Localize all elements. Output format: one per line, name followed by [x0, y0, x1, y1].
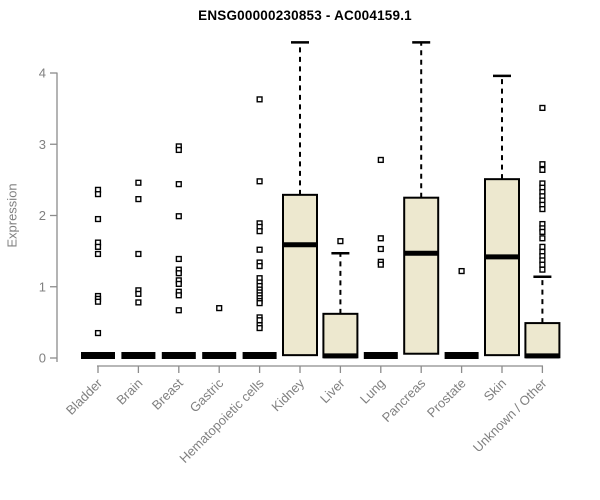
x-tick-label-liver: Liver	[317, 375, 348, 406]
outlier-point-prostate	[458, 267, 465, 275]
x-tick-label-lung: Lung	[357, 376, 388, 407]
outlier-point-brain	[135, 179, 142, 186]
box-skin	[484, 178, 520, 357]
collapsed-box-bladder	[81, 352, 115, 359]
outlier-point-unknown-other	[539, 228, 546, 235]
outlier-point-breast	[175, 181, 182, 188]
outlier-point-breast	[175, 292, 182, 299]
chart-title: ENSG00000230853 - AC004159.1	[198, 8, 412, 23]
outlier-point-bladder	[94, 329, 102, 337]
outlier-point-hematopoietic-cells	[256, 178, 263, 185]
y-tick-label: 4	[39, 66, 46, 81]
outlier-point-unknown-other	[539, 266, 546, 273]
outlier-point-unknown-other	[539, 243, 546, 250]
x-tick-label-skin: Skin	[481, 376, 509, 404]
outlier-point-brain	[135, 250, 142, 258]
collapsed-box-gastric	[202, 352, 237, 359]
outlier-point-breast	[175, 307, 182, 314]
outlier-point-bladder	[94, 215, 102, 223]
x-tick-label-kidney: Kidney	[268, 375, 307, 414]
collapsed-box-brain	[121, 352, 156, 359]
outlier-point-hematopoietic-cells	[256, 228, 263, 235]
collapsed-box-breast	[161, 352, 196, 359]
outlier-point-hematopoietic-cells	[256, 317, 263, 324]
collapsed-box-hematopoietic-cells	[242, 352, 277, 359]
outlier-point-unknown-other	[539, 104, 546, 112]
outlier-point-bladder	[94, 250, 102, 258]
outlier-point-bladder	[94, 191, 102, 198]
outlier-point-hematopoietic-cells	[256, 324, 263, 332]
outlier-point-breast	[175, 146, 182, 154]
x-tick-label-breast: Breast	[149, 375, 186, 412]
outlier-point-lung	[377, 245, 384, 253]
x-tick-label-unknown-other: Unknown / Other	[470, 375, 550, 455]
outlier-point-lung	[377, 156, 384, 164]
outlier-point-hematopoietic-cells	[256, 300, 263, 307]
outlier-point-bladder	[94, 298, 102, 305]
outlier-point-brain	[135, 299, 142, 306]
outlier-point-breast	[175, 255, 182, 263]
y-tick-label: 2	[39, 208, 46, 223]
outlier-point-breast	[175, 280, 182, 288]
x-tick-label-brain: Brain	[113, 376, 145, 408]
outlier-point-gastric	[216, 305, 223, 312]
outlier-point-lung	[377, 261, 384, 268]
outlier-point-bladder	[94, 243, 102, 250]
outlier-point-unknown-other	[539, 161, 546, 168]
collapsed-box-lung	[363, 352, 398, 359]
y-tick-label: 3	[39, 137, 46, 152]
y-tick-label: 1	[39, 279, 46, 294]
x-tick-label-bladder: Bladder	[63, 375, 106, 418]
x-tick-label-prostate: Prostate	[424, 376, 469, 421]
box-liver	[322, 312, 359, 359]
box-kidney	[282, 193, 318, 357]
outlier-point-breast	[175, 270, 182, 277]
outlier-point-brain	[135, 290, 142, 297]
box-unknown-other	[524, 322, 561, 359]
outlier-point-unknown-other	[539, 205, 546, 213]
outlier-point-unknown-other	[539, 235, 546, 242]
x-tick-label-gastric: Gastric	[187, 375, 227, 415]
outlier-point-liver	[337, 238, 344, 245]
outlier-point-hematopoietic-cells	[256, 246, 263, 253]
outlier-point-lung	[377, 235, 384, 242]
outlier-point-hematopoietic-cells	[256, 262, 263, 270]
outlier-point-hematopoietic-cells	[256, 96, 263, 103]
y-tick-label: 0	[39, 351, 46, 366]
x-tick-label-pancreas: Pancreas	[379, 375, 429, 425]
outlier-point-unknown-other	[539, 166, 546, 174]
collapsed-box-prostate	[444, 352, 479, 359]
box-pancreas	[403, 196, 440, 355]
outlier-point-unknown-other	[539, 261, 546, 268]
outlier-point-brain	[135, 196, 142, 203]
outlier-point-breast	[175, 213, 182, 220]
